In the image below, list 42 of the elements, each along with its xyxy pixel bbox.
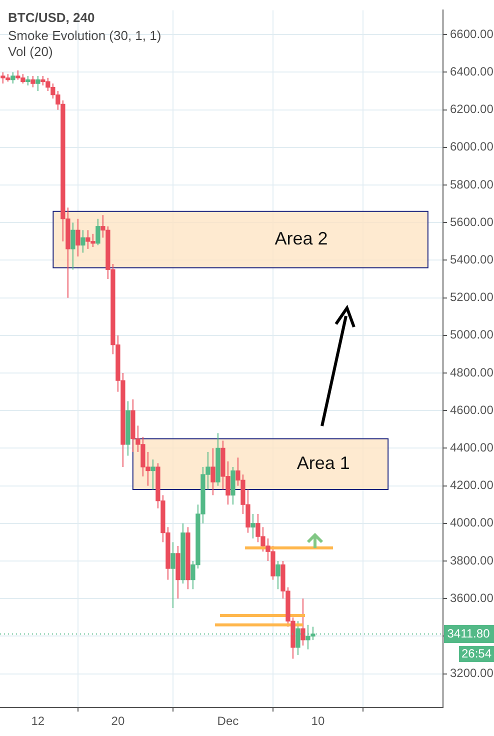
band-label: Area 2 [274,228,328,248]
text: 26:54 [461,646,492,660]
candlestick [70,222,76,270]
candlestick [210,448,216,496]
x-tick-label: 20 [111,714,125,728]
candlestick [96,218,100,246]
y-tick-label: 4800.00 [450,365,494,380]
y-tick-label: 5400.00 [450,252,494,267]
annotation: Vol (20) [8,44,53,59]
candlestick [10,72,16,84]
y-tick-label: 5200.00 [450,290,494,304]
candlestick [26,75,30,86]
candlestick [250,513,256,539]
y-tick-label: 4200.00 [450,478,494,492]
candlestick [300,598,306,646]
y-tick-label: 5800.00 [450,177,494,192]
ref-line-label: 3411.80 [447,626,490,640]
y-tick-label: 6600.00 [450,26,494,41]
chart-title: BTC/USD, 240 [8,10,95,25]
x-tick-label: 10 [311,714,325,728]
candlestick [80,230,86,254]
y-tick-label: 4600.00 [450,402,494,417]
band-label: Area 1 [296,453,350,474]
y-tick-label: 3200.00 [450,666,494,680]
candlestick [150,458,156,490]
y-tick-label: 3800.00 [450,553,494,568]
x-tick-label: Dec [217,714,239,728]
y-tick-label: 5000.00 [450,328,494,342]
y-tick-label: 6000.00 [450,140,494,154]
y-tick-label: 6200.00 [450,102,494,116]
candlestick [170,542,176,608]
y-tick-label: 6400.00 [450,64,494,79]
y-tick-label: 5600.00 [450,214,494,229]
y-tick-label: 4400.00 [450,440,494,454]
candlestick [276,560,280,590]
candlestick [30,75,36,88]
text: Smoke Evolution (30, 1, 1) [8,28,162,43]
y-tick-label: 4000.00 [450,516,494,530]
candlestick [36,75,40,92]
x-tick-label: 12 [31,714,45,728]
candlestick [76,218,80,257]
y-tick-label: 3600.00 [450,590,494,605]
